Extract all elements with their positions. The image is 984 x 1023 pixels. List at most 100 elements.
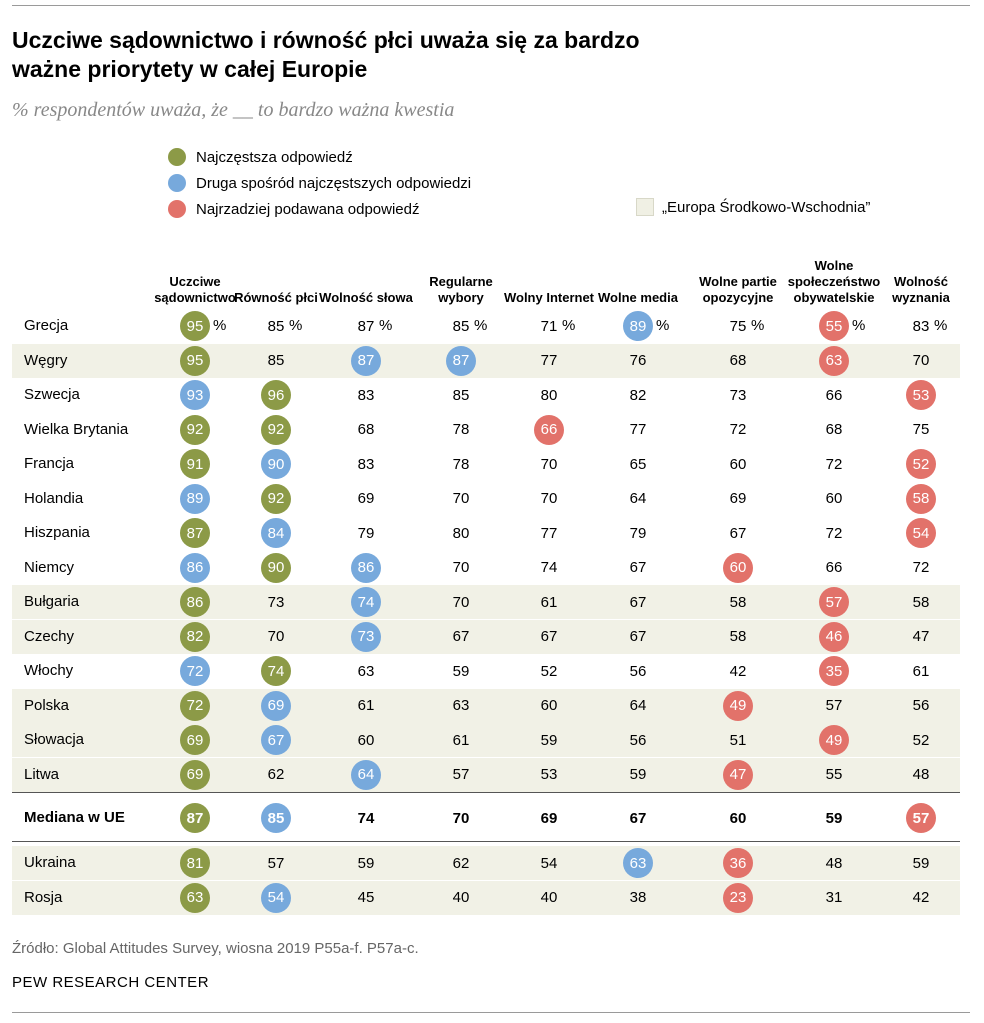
cell-value: 72 bbox=[186, 697, 204, 714]
cell-value: 46 bbox=[825, 628, 843, 645]
table-row: Włochy 72 74 63 59 52 56 42 35 61 bbox=[12, 654, 960, 688]
median-separator bbox=[12, 841, 960, 842]
column-header: Równość płci bbox=[234, 290, 318, 305]
cell-value: 86 bbox=[357, 559, 375, 576]
cell-value: 64 bbox=[357, 766, 375, 783]
cell-value: 66 bbox=[825, 386, 843, 404]
cell-value: 55 bbox=[825, 317, 843, 335]
cell-value: 85 bbox=[267, 809, 285, 827]
value-cell: 40 bbox=[441, 881, 481, 915]
cell-value: 84 bbox=[267, 524, 285, 542]
row-label: Rosja bbox=[24, 888, 63, 906]
row-label: Hiszpania bbox=[24, 524, 90, 541]
cell-value: 67 bbox=[267, 731, 285, 749]
value-cell: 56 bbox=[901, 689, 941, 723]
cell-value: 87 bbox=[452, 352, 470, 369]
cell-value: 60 bbox=[357, 731, 375, 749]
value-cell: 61 bbox=[529, 585, 569, 619]
value-cell-highlighted: 90 bbox=[256, 447, 296, 481]
row-label: Polska bbox=[24, 696, 70, 714]
cell-value: 62 bbox=[267, 766, 285, 783]
row-label: Holandia bbox=[24, 489, 84, 507]
column-header: Wolność słowa bbox=[319, 290, 413, 305]
value-cell: 75 bbox=[901, 413, 941, 447]
value-cell: 77 bbox=[529, 344, 569, 378]
cell-value: 60 bbox=[729, 559, 747, 576]
value-cell-highlighted: 84 bbox=[256, 516, 296, 550]
value-cell: 83 bbox=[346, 447, 386, 481]
value-cell: 83 bbox=[901, 309, 941, 343]
value-cell: 63 bbox=[441, 689, 481, 723]
value-cell-highlighted: 58 bbox=[901, 482, 941, 516]
cell-value: 66 bbox=[825, 559, 843, 576]
value-cell: 73 bbox=[718, 378, 758, 412]
cell-value: 59 bbox=[629, 766, 647, 783]
cell-value: 57 bbox=[452, 766, 470, 783]
cell-value: 90 bbox=[267, 455, 285, 473]
value-cell: 74 bbox=[529, 551, 569, 585]
percent-sign: % bbox=[852, 317, 866, 334]
value-cell: 55 bbox=[814, 758, 854, 792]
cell-value: 47 bbox=[729, 766, 747, 783]
value-cell: 60 bbox=[718, 447, 758, 481]
value-cell: 64 bbox=[618, 689, 658, 723]
cell-value: 81 bbox=[186, 854, 204, 872]
cell-value: 49 bbox=[729, 697, 747, 714]
value-cell: 72 bbox=[718, 413, 758, 447]
value-cell-highlighted: 60 bbox=[718, 551, 758, 585]
column-header: Wolność wyznania bbox=[892, 274, 950, 305]
cell-value: 54 bbox=[267, 889, 285, 906]
value-cell-highlighted: 87 bbox=[175, 516, 215, 550]
cell-value: 85 bbox=[267, 352, 285, 369]
value-cell: 72 bbox=[814, 516, 854, 550]
value-cell: 48 bbox=[814, 846, 854, 880]
cell-value: 70 bbox=[540, 490, 558, 507]
value-cell-highlighted: 49 bbox=[718, 689, 758, 723]
cell-value: 67 bbox=[729, 524, 747, 542]
value-cell: 77 bbox=[529, 516, 569, 550]
table-row: Wielka Brytania 92 92 68 78 66 77 72 68 75 bbox=[12, 413, 960, 447]
cell-value: 74 bbox=[540, 559, 558, 576]
table-row: Holandia 89 92 69 70 70 64 69 60 58 bbox=[12, 482, 960, 516]
cell-value: 49 bbox=[825, 731, 843, 749]
value-cell-highlighted: 86 bbox=[175, 585, 215, 619]
table-row: Grecja 95% 85% 87% 85% 71% 89% 75% 55% 83% bbox=[12, 309, 960, 343]
cell-value: 87 bbox=[357, 317, 375, 335]
value-cell: 85 bbox=[256, 309, 296, 343]
cell-value: 68 bbox=[825, 421, 843, 438]
cell-value: 59 bbox=[540, 731, 558, 749]
cell-value: 70 bbox=[452, 490, 470, 507]
cell-value: 72 bbox=[825, 455, 843, 473]
value-cell: 59 bbox=[901, 846, 941, 880]
cell-value: 92 bbox=[267, 421, 285, 438]
cell-value: 68 bbox=[729, 352, 747, 369]
table-row: Hiszpania 87 84 79 80 77 79 67 72 54 bbox=[12, 516, 960, 550]
legend-lowest-label: Najrzadziej podawana odpowiedź bbox=[196, 200, 420, 218]
value-cell: 76 bbox=[618, 344, 658, 378]
cell-value: 77 bbox=[629, 421, 647, 438]
cell-value: 52 bbox=[912, 731, 930, 749]
value-cell: 67 bbox=[529, 620, 569, 654]
value-cell-highlighted: 87 bbox=[175, 801, 215, 835]
legend-cee: „Europa Środkowo-Wschodnia” bbox=[636, 197, 870, 217]
value-cell: 42 bbox=[901, 881, 941, 915]
cell-value: 83 bbox=[357, 455, 375, 473]
column-header: Wolne media bbox=[598, 290, 678, 305]
cell-value: 71 bbox=[540, 317, 558, 335]
cell-value: 52 bbox=[912, 455, 930, 473]
cell-value: 63 bbox=[629, 854, 647, 872]
value-cell-highlighted: 89 bbox=[618, 309, 658, 343]
cell-value: 95 bbox=[186, 352, 204, 369]
cell-value: 45 bbox=[357, 889, 375, 906]
value-cell: 70 bbox=[441, 801, 481, 835]
cell-value: 90 bbox=[267, 559, 285, 576]
value-cell-highlighted: 89 bbox=[175, 482, 215, 516]
value-cell: 40 bbox=[529, 881, 569, 915]
cell-value: 70 bbox=[452, 593, 470, 611]
value-cell-highlighted: 93 bbox=[175, 378, 215, 412]
value-cell: 31 bbox=[814, 881, 854, 915]
cell-value: 67 bbox=[629, 809, 647, 827]
table-row: Węgry 95 85 87 87 77 76 68 63 70 bbox=[12, 343, 960, 378]
value-cell: 78 bbox=[441, 447, 481, 481]
value-cell-highlighted: 87 bbox=[346, 344, 386, 378]
